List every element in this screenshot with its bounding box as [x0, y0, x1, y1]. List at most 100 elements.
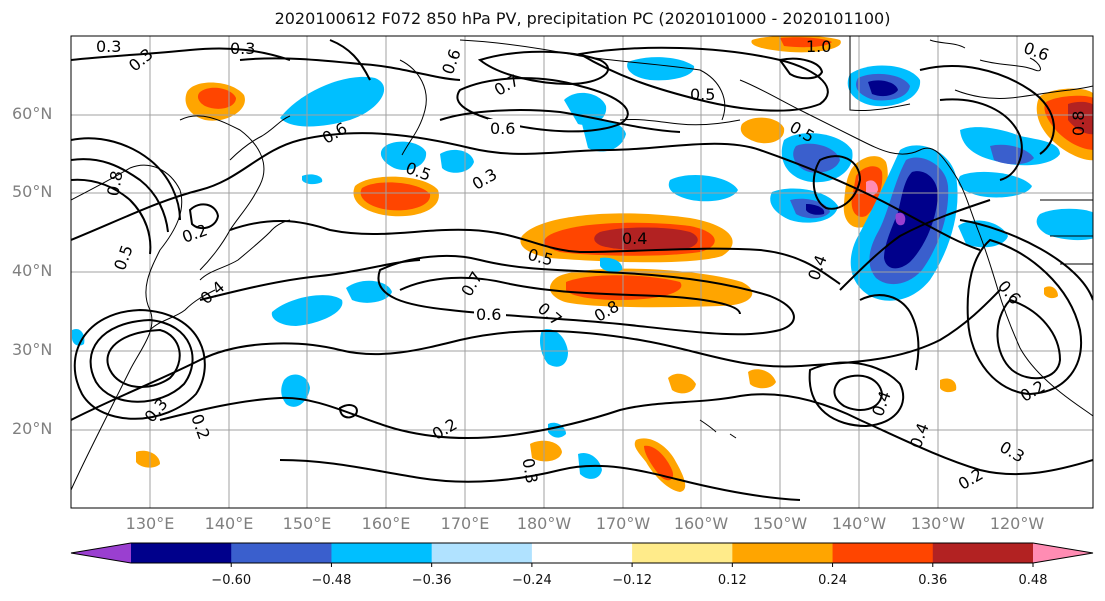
precip-blob-neg — [440, 149, 474, 173]
map-title: 2020100612 F072 850 hPa PV, precipitatio… — [274, 9, 891, 28]
precip-blob-neg — [600, 257, 623, 273]
colorbar-tick-label: 0.24 — [818, 573, 848, 588]
colorbar-tick-label: −0.60 — [211, 573, 252, 588]
lon-label: 170°W — [595, 514, 651, 533]
contour-label: 1.0 — [806, 37, 831, 56]
lon-label: 120°W — [989, 514, 1045, 533]
precip-blob-pos — [1068, 101, 1093, 135]
map-frame — [70, 35, 1094, 509]
precip-blob-neg — [627, 57, 695, 81]
contour-label: 0.3 — [518, 457, 541, 485]
colorbar-swatch — [431, 543, 533, 563]
contour-label: 0.8 — [1069, 111, 1088, 136]
colorbar-swatch — [932, 543, 1034, 563]
precip-blob-neg — [281, 374, 310, 407]
lon-label: 150°W — [752, 514, 808, 533]
colorbar-tick-label: −0.24 — [511, 573, 552, 588]
contour-label: 0.3 — [230, 39, 255, 58]
contour-label: 0.4 — [197, 277, 229, 308]
graticule — [71, 36, 1093, 508]
contour-label: 0.7 — [457, 268, 486, 300]
precip-blob-neg — [280, 76, 385, 127]
precip-blob-pos — [644, 445, 674, 481]
precip-shading — [72, 36, 1093, 492]
precip-blob-neg — [564, 92, 607, 126]
lon-label: 130°W — [910, 514, 966, 533]
precip-blob-pos — [866, 180, 878, 196]
lat-label: 60°N — [12, 104, 53, 123]
lon-label: 150°E — [282, 514, 332, 533]
contour-label: 0.6 — [1021, 38, 1051, 65]
precip-blob-pos — [748, 369, 776, 389]
precip-blob-pos — [530, 440, 562, 462]
contour-label: 0.2 — [955, 464, 987, 493]
precip-blob-neg — [668, 175, 738, 202]
precip-blob-neg — [990, 144, 1034, 165]
colorbar-tick-label: 0.36 — [918, 573, 948, 588]
contour-label: 0.6 — [438, 46, 465, 76]
colorbar-swatch — [832, 543, 934, 563]
contour-label: 0.8 — [103, 169, 126, 197]
precip-blob-neg — [1036, 208, 1093, 241]
contour-label: 0.5 — [110, 242, 137, 272]
precip-blob-neg — [793, 143, 840, 173]
contour-label: 0.5 — [690, 85, 715, 104]
colorbar-swatch — [732, 543, 834, 563]
contour-label: 0.2 — [187, 412, 214, 442]
colorbar-outline — [70, 542, 1094, 564]
colorbar — [70, 542, 1094, 567]
precip-blob-neg — [540, 329, 568, 367]
precip-blob-neg — [884, 171, 938, 269]
lat-label: 20°N — [12, 419, 53, 438]
contour-label: 0.3 — [996, 437, 1028, 466]
colorbar-swatch — [632, 543, 733, 563]
precip-blob-pos — [940, 378, 957, 393]
colorbar-swatch — [531, 543, 633, 563]
precip-blob-pos — [1044, 286, 1058, 299]
contour-label: 0.4 — [804, 252, 831, 282]
precip-blob-pos — [780, 37, 832, 48]
lon-label: 140°E — [204, 514, 254, 533]
contour-label: 0.3 — [469, 164, 501, 193]
colorbar-swatch — [1033, 543, 1093, 563]
precip-blob-pos — [136, 450, 160, 468]
contour-label: 0.6 — [490, 119, 515, 138]
lon-label: 140°W — [831, 514, 887, 533]
contour-label: 0.4 — [868, 388, 895, 418]
precip-blob-neg — [302, 174, 323, 185]
colorbar-tick-label: −0.12 — [612, 573, 653, 588]
precip-blob-pos — [668, 373, 696, 394]
coastlines — [71, 36, 1093, 491]
contour-label: 0.2 — [429, 414, 461, 443]
precip-blob-pos — [197, 87, 236, 109]
lon-label: 170°E — [440, 514, 490, 533]
lat-label: 40°N — [12, 261, 53, 280]
contour-label: 0.3 — [141, 394, 172, 426]
contour-label: 0.4 — [906, 420, 933, 450]
contour-label: 0.4 — [622, 229, 647, 248]
lat-label: 50°N — [12, 182, 53, 201]
contour-label: 0.7 — [491, 70, 523, 99]
precip-blob-neg — [868, 80, 898, 97]
precip-blob-pos — [740, 117, 785, 144]
colorbar-swatch — [331, 543, 433, 563]
precip-blob-pos — [594, 227, 698, 251]
precip-blob-neg — [380, 141, 427, 171]
colorbar-swatch — [71, 543, 131, 563]
contour-label: 0.3 — [125, 44, 157, 75]
contour-label: 0.2 — [1017, 376, 1049, 405]
pv-contours — [71, 39, 1093, 501]
colorbar-tick-label: −0.36 — [411, 573, 452, 588]
contour-label: 0.3 — [96, 37, 121, 56]
lon-label: 180°W — [516, 514, 572, 533]
precip-blob-neg — [958, 220, 1008, 248]
precip-blob-neg — [895, 212, 906, 226]
colorbar-tick-label: −0.48 — [311, 573, 352, 588]
contour-label: 0.7 — [534, 299, 566, 330]
colorbar-tick-label: 0.12 — [717, 573, 747, 588]
lon-label: 130°E — [125, 514, 175, 533]
precip-blob-neg — [582, 119, 626, 152]
colorbar-swatch — [131, 543, 232, 563]
contour-label: 0.2 — [180, 220, 210, 247]
